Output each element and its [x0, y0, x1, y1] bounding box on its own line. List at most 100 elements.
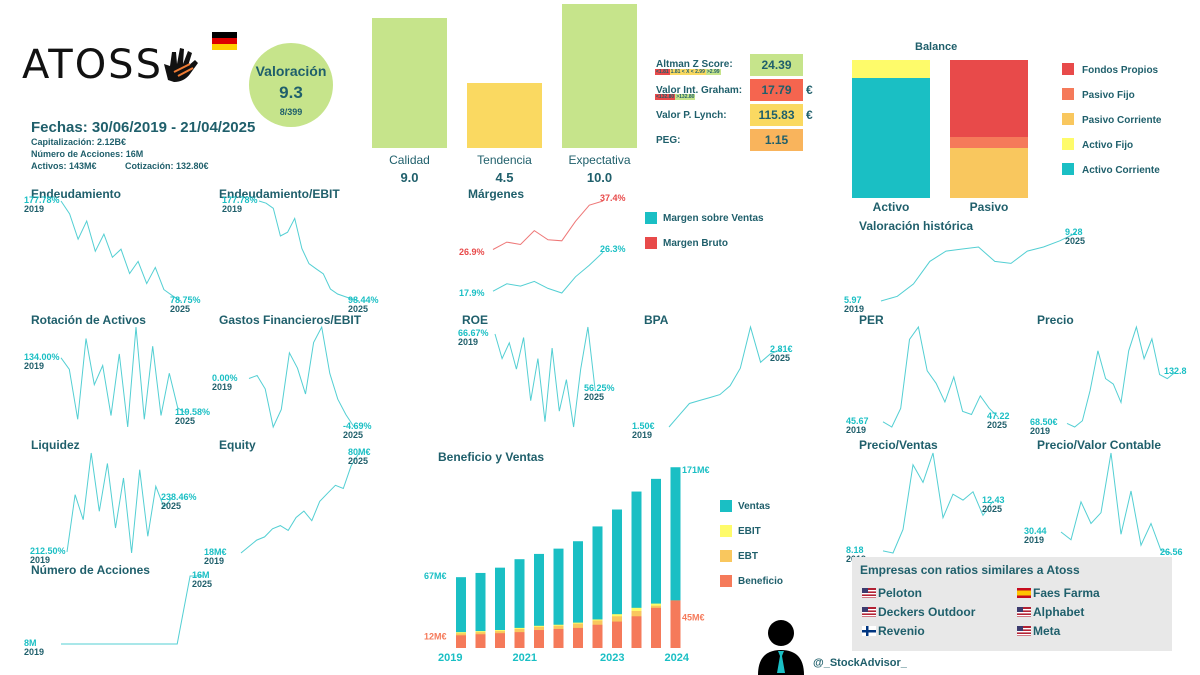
bar-beneficio-8	[612, 621, 622, 648]
altman-legend-low: <1.81	[655, 69, 670, 75]
legend-swatch-activo-fijo	[1062, 138, 1074, 150]
bar-beneficio-7	[592, 624, 603, 648]
similar-company-4[interactable]: Alphabet	[1017, 605, 1084, 620]
similar-company-3[interactable]: Deckers Outdoor	[862, 605, 975, 620]
valoracion-rank: 8/399	[279, 107, 303, 117]
sparkline-12	[882, 452, 994, 554]
start-value-label: 0.00%	[212, 372, 238, 383]
end-value-label: 26.56	[1160, 547, 1183, 557]
balance-pasivo-corriente	[950, 148, 1028, 198]
bar-ventas-10	[651, 478, 661, 648]
altman-label: Altman Z Score:	[656, 59, 733, 70]
us-flag-icon	[862, 587, 876, 601]
bar-beneficio-1	[475, 634, 486, 648]
bar-ventas-8	[612, 509, 622, 648]
similar-company-1[interactable]: Peloton	[862, 586, 922, 601]
end-value-label: 56.25%	[584, 382, 615, 393]
balance-pasivo-fijo	[950, 137, 1028, 148]
legend-swatch-margen-bruto	[645, 237, 657, 249]
footer-handle: @_StockAdvisor_	[813, 657, 907, 669]
sparkline-series	[494, 326, 596, 428]
panel-title: Precio/Ventas	[859, 438, 938, 452]
panel-title: Precio/Valor Contable	[1037, 438, 1162, 452]
legend-swatch-activo-corriente	[1062, 163, 1074, 175]
bar-ventas-0	[456, 577, 466, 648]
similar-company-name: Meta	[1033, 624, 1061, 638]
end-value-label: 78.75%	[170, 295, 201, 305]
panel-title: Precio	[1037, 313, 1074, 327]
bar-chart-title: Beneficio y Ventas	[438, 450, 545, 464]
panel-title: Endeudamiento/EBIT	[219, 187, 340, 201]
sparkline-series	[668, 325, 782, 428]
graham-label: Valor Int. Graham:	[656, 85, 743, 96]
sparkline-series	[1066, 325, 1176, 428]
us-flag-icon	[1017, 625, 1031, 639]
peg-label: PEG:	[656, 135, 681, 146]
score-value-tendencia: 4.5	[495, 170, 514, 185]
start-year-label: 2019	[30, 554, 51, 565]
x-tick-label: 2024	[665, 652, 690, 664]
bar-beneficio-10	[651, 607, 661, 648]
start-year-label: 2019	[222, 204, 243, 214]
start-value-label: 68.50€	[1030, 417, 1058, 428]
margenes-series-0	[492, 251, 604, 294]
margenes-start-label: 26.9%	[459, 246, 485, 257]
activos-text: Activos: 143M€	[31, 161, 97, 171]
x-tick-label: 2023	[600, 652, 624, 664]
sparkline-series	[60, 326, 187, 428]
graham-value: 17.79	[750, 79, 803, 101]
start-year-label: 2019	[24, 647, 45, 657]
bar-ventas-4	[534, 553, 544, 648]
balance-activo-bar	[852, 60, 930, 198]
similar-company-5[interactable]: Revenio	[862, 624, 925, 639]
graham-legend: <132.80 >132.80	[655, 94, 696, 101]
legend-fondos-propios: Fondos Propios	[1082, 65, 1159, 76]
panel-title: Liquidez	[31, 438, 80, 452]
graham-currency: €	[806, 83, 813, 97]
score-bar-expectativa	[562, 4, 637, 148]
score-label-expectativa: Expectativa	[568, 153, 631, 167]
similar-title: Empresas con ratios similares a Atoss	[860, 563, 1080, 577]
num-acciones-text: Número de Acciones: 16M	[31, 149, 144, 159]
valoracion-title: Valoración	[255, 63, 327, 79]
advisor-avatar-icon	[758, 620, 804, 675]
beneficio-end-label: 45M€	[682, 612, 705, 622]
fechas-title: Fechas: 30/06/2019 - 21/04/2025	[31, 119, 256, 136]
similar-company-name: Faes Farma	[1033, 586, 1100, 600]
end-value-label: 47.22	[987, 410, 1010, 421]
start-year-label: 2019	[632, 430, 653, 440]
end-value-label: 12.43	[982, 494, 1005, 505]
sparkline-series	[882, 452, 994, 554]
similar-company-2[interactable]: Faes Farma	[1017, 586, 1100, 601]
sparkline-series	[882, 325, 999, 428]
legend-swatch-ebit	[720, 525, 732, 537]
bar-beneficio-9	[631, 616, 642, 648]
valoracion-badge: Valoración 9.3 8/399	[249, 43, 333, 127]
panel-title: BPA	[644, 313, 669, 327]
end-year-label: 2025	[175, 416, 196, 427]
start-year-label: 2019	[204, 556, 225, 566]
sparkline-7	[668, 325, 782, 428]
capitalizacion-text: Capitalización: 2.12B€	[31, 137, 127, 147]
score-bar-tendencia	[467, 83, 542, 148]
start-year-label: 2019	[1030, 426, 1051, 437]
margenes-series-1	[492, 200, 604, 250]
bar-ventas-11	[670, 467, 681, 648]
finland-flag-icon	[862, 625, 876, 639]
graham-legend-low: <132.80	[655, 94, 676, 100]
hand-logo-icon	[164, 48, 198, 82]
end-value-label: -4.69%	[343, 420, 372, 431]
legend-margen-ventas: Margen sobre Ventas	[663, 213, 764, 224]
valoracion-score: 9.3	[279, 83, 303, 102]
panel-title: Rotación de Activos	[31, 313, 146, 327]
x-tick-label: 2021	[513, 652, 537, 664]
start-year-label: 2019	[24, 360, 45, 371]
lynch-value: 115.83	[750, 104, 803, 126]
end-year-label: 2025	[192, 579, 213, 589]
panel-title: Endeudamiento	[31, 187, 122, 201]
start-value-label: 177.78%	[24, 195, 60, 205]
bar-ventas-5	[553, 548, 564, 648]
bar-ventas-6	[573, 541, 583, 648]
similar-company-6[interactable]: Meta	[1017, 624, 1060, 639]
legend-swatch-pasivo-corriente	[1062, 113, 1074, 125]
